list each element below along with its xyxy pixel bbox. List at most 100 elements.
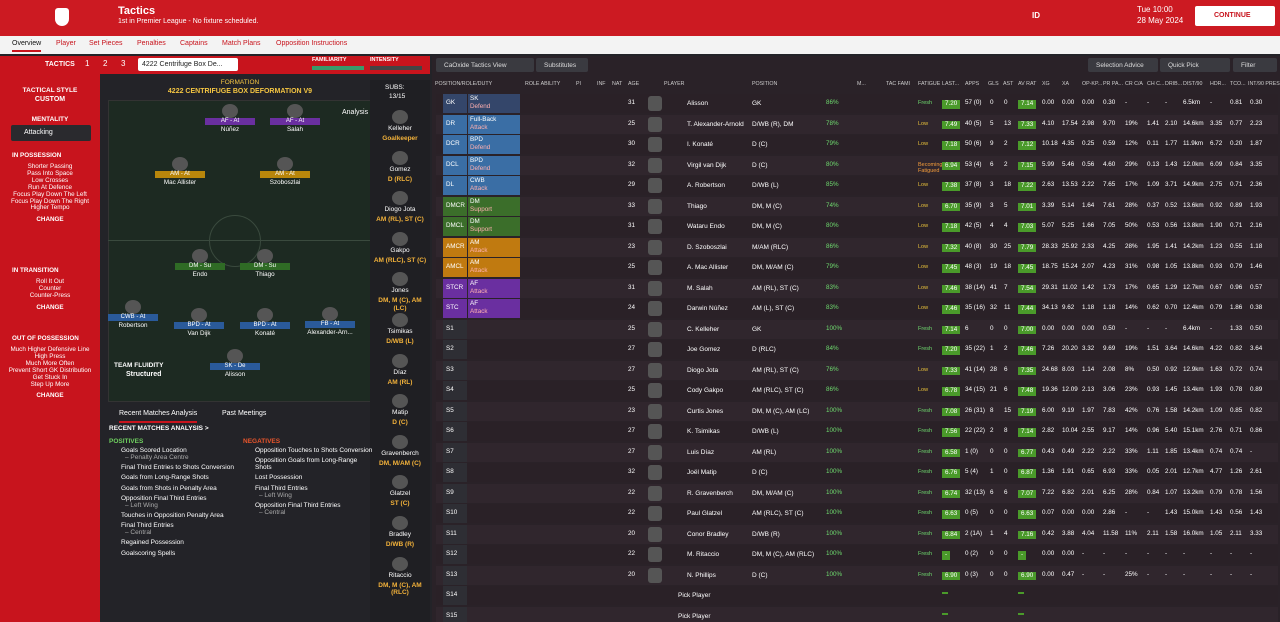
toolbar-button[interactable] — [1088, 58, 1158, 72]
player-name[interactable]: D. Szoboszlai — [687, 243, 727, 251]
column-header[interactable]: APPS — [965, 81, 980, 87]
column-header[interactable]: PLAYER — [664, 81, 685, 87]
player-name[interactable]: Szoboszlai — [269, 179, 301, 186]
player-name[interactable]: Salah — [286, 126, 304, 133]
column-header[interactable]: POSITION — [752, 81, 778, 87]
column-header[interactable]: TAC FAMI — [886, 81, 911, 87]
role-name[interactable]: BPD — [470, 156, 483, 164]
sub-name[interactable]: Matip — [392, 409, 408, 417]
toolbar-label[interactable]: CaOxide Tactics View — [444, 62, 507, 69]
player-name[interactable]: Paul Glatzel — [687, 510, 723, 517]
column-header[interactable]: POSITION/ROLE/DUTY — [435, 81, 493, 87]
change-button[interactable]: CHANGE — [36, 216, 64, 224]
player-name[interactable]: Thiago — [687, 202, 707, 210]
player-name[interactable]: Diogo Jota — [687, 366, 719, 374]
formation-name[interactable]: 4222 CENTRIFUGE BOX DEFORMATION V9 — [167, 88, 313, 95]
role-name[interactable]: DM — [470, 197, 480, 205]
sub-name[interactable]: Bradley — [388, 531, 412, 538]
player-name[interactable]: Pick Player — [678, 612, 711, 620]
sub-name[interactable]: Díaz — [393, 368, 407, 376]
player-name[interactable]: A. Mac Allister — [687, 264, 729, 271]
column-header[interactable]: DRIB... — [1165, 81, 1183, 87]
column-header[interactable]: OP-KP... — [1082, 81, 1103, 87]
column-header[interactable]: CH C... — [1147, 81, 1165, 87]
player-name[interactable]: A. Robertson — [687, 182, 725, 189]
sub-name[interactable]: Diogo Jota — [384, 206, 416, 214]
player-name[interactable]: Virgil van Dijk — [687, 161, 727, 169]
tactic-slot[interactable]: 2 — [103, 59, 108, 68]
player-name[interactable]: K. Tsimikas — [687, 428, 720, 435]
sub-name[interactable]: Kelleher — [388, 125, 412, 132]
tactic-slot[interactable]: 1 — [85, 59, 90, 68]
mentality-select[interactable] — [11, 125, 91, 141]
column-header[interactable]: AV RAT — [1018, 81, 1037, 87]
sub-name[interactable]: Ritaccio — [388, 571, 412, 579]
column-header[interactable]: INT/90 PRES... — [1248, 81, 1280, 87]
player-name[interactable]: Pick Player — [678, 592, 711, 599]
tactic-name[interactable]: 4222 Centrifuge Box De... — [142, 61, 223, 68]
toolbar-label[interactable]: Filter — [1241, 62, 1256, 69]
id-button[interactable]: ID — [1032, 11, 1040, 20]
column-header[interactable]: XA — [1062, 81, 1070, 87]
player-name[interactable]: T. Alexander-Arnold — [687, 120, 744, 128]
sub-name[interactable]: Jones — [391, 287, 409, 295]
change-button[interactable]: CHANGE — [36, 303, 64, 311]
role-name[interactable]: AF — [470, 300, 479, 307]
analysis-tab[interactable]: Past Meetings — [222, 410, 267, 417]
player-name[interactable]: Curtis Jones — [687, 407, 724, 415]
column-header[interactable]: INF — [597, 81, 606, 87]
column-header[interactable]: GLS — [988, 81, 999, 87]
player-name[interactable]: Wataru Endo — [687, 223, 725, 230]
column-header[interactable]: PR PA... — [1103, 81, 1123, 87]
role-name[interactable]: SK — [470, 95, 479, 102]
player-name[interactable]: Endo — [192, 271, 208, 278]
sub-name[interactable]: Glatzel — [389, 490, 411, 498]
column-header[interactable]: AST — [1003, 81, 1014, 87]
player-name[interactable]: R. Gravenberch — [687, 489, 733, 497]
player-name[interactable]: Alisson — [687, 100, 708, 107]
analysis-heading[interactable]: RECENT MATCHES ANALYSIS > — [109, 425, 209, 432]
role-name[interactable]: CWB — [470, 177, 485, 184]
column-header[interactable]: XG — [1042, 81, 1050, 87]
role-name[interactable]: AM — [470, 238, 480, 246]
column-header[interactable]: NAT — [612, 81, 623, 87]
tab[interactable]: Captains — [180, 40, 208, 47]
player-name[interactable]: Núñez — [220, 126, 240, 133]
player-name[interactable]: N. Phillips — [687, 571, 716, 579]
player-name[interactable]: Alexander-Arn... — [307, 329, 353, 336]
player-name[interactable]: Robertson — [118, 322, 148, 329]
player-name[interactable]: Joël Matip — [687, 469, 717, 476]
column-header[interactable]: FATIGUE — [918, 81, 941, 87]
column-header[interactable]: LAST... — [942, 81, 960, 87]
role-name[interactable]: AM — [470, 259, 480, 266]
player-name[interactable]: I. Konaté — [687, 141, 714, 148]
column-header[interactable]: DIST/90 — [1183, 81, 1203, 87]
column-header[interactable]: HDR... — [1210, 81, 1226, 87]
tab[interactable]: Overview — [12, 40, 42, 52]
tab[interactable]: Opposition Instructions — [276, 40, 348, 47]
sub-name[interactable]: Tsimikas — [387, 328, 413, 335]
role-name[interactable]: Full-Back — [470, 115, 497, 123]
tactic-slot[interactable]: 3 — [121, 59, 126, 68]
player-name[interactable]: M. Ritaccio — [687, 551, 720, 558]
continue-label[interactable]: CONTINUE — [1214, 12, 1251, 19]
sub-name[interactable]: Gomez — [389, 165, 411, 173]
column-header[interactable]: ROLE ABILITY — [525, 81, 561, 87]
role-name[interactable]: DM — [470, 218, 480, 225]
column-header[interactable]: AGE — [628, 81, 640, 87]
role-name[interactable]: AF — [470, 279, 479, 287]
player-name[interactable]: Cody Gakpo — [687, 387, 724, 394]
toolbar-button[interactable] — [1233, 58, 1277, 72]
analysis-tab[interactable]: Recent Matches Analysis — [119, 410, 198, 423]
player-name[interactable]: Conor Bradley — [687, 530, 729, 538]
column-header[interactable]: M... — [857, 81, 866, 87]
toolbar-label[interactable]: Substitutes — [544, 62, 577, 69]
role-name[interactable]: BPD — [470, 136, 483, 143]
player-name[interactable]: Thiago — [255, 271, 275, 278]
tab[interactable]: Penalties — [137, 40, 166, 47]
player-name[interactable]: Joe Gomez — [687, 346, 721, 353]
toolbar-button[interactable] — [536, 58, 588, 72]
tab[interactable]: Player — [56, 40, 76, 47]
tab[interactable]: Set Pieces — [89, 40, 123, 47]
player-name[interactable]: Van Dijk — [187, 330, 211, 337]
